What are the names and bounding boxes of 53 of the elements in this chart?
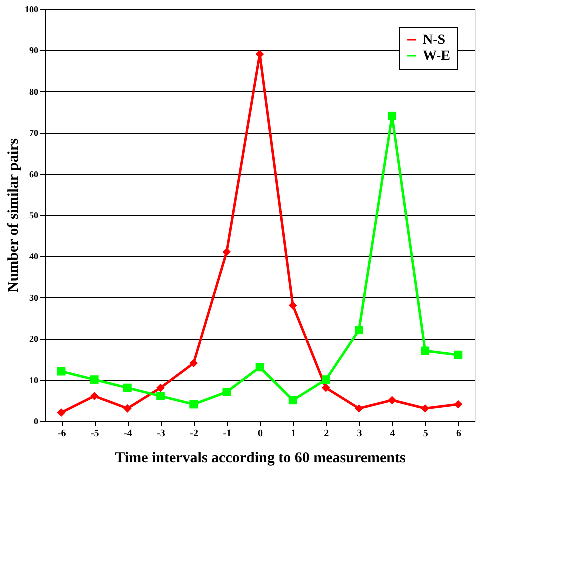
point [388,396,396,405]
y-tick-label: 10 [30,375,39,386]
point [90,392,99,400]
point [256,363,264,372]
y-tick-label: 30 [30,292,39,303]
point [156,392,165,400]
point [454,350,463,360]
x-tick-label: 3 [357,428,362,440]
x-tick-label: -3 [157,428,166,440]
point [421,404,430,413]
point [288,396,298,405]
x-tick-label: -2 [190,428,199,440]
point [124,404,132,413]
point [322,376,330,384]
point [57,408,66,417]
point [355,326,364,335]
x-tick-label: 0 [258,428,263,440]
point [190,400,198,409]
point [388,112,396,120]
y-tick-label: 90 [30,46,39,56]
x-tick-label: 2 [324,428,330,440]
point [288,301,298,310]
x-tick-label: -6 [58,428,66,440]
y-tick-label: 0 [34,416,39,426]
y-tick-label: 50 [30,210,39,220]
point [421,346,430,356]
x-tick-label: 6 [456,428,462,440]
point [90,376,99,384]
legend-label: W-E [423,49,450,64]
point [57,367,66,376]
point [222,248,232,256]
y-tick-label: 70 [30,128,39,138]
point [454,400,463,409]
y-axis-title: Number of similar pairs [6,138,22,293]
x-axis-title: Time intervals according to 60 measurements [115,450,406,466]
x-tick-label: 4 [390,428,396,440]
y-tick-label: 80 [30,86,39,97]
point [355,404,364,413]
legend-label: N-S [423,33,446,48]
y-tick-label: 100 [25,4,39,14]
point [222,388,232,396]
x-tick-label: -5 [90,428,100,440]
y-tick-label: 20 [30,334,39,344]
point [322,384,330,392]
point [156,384,165,392]
point [190,359,198,368]
x-tick-label: 1 [291,428,296,440]
y-tick-label: 40 [30,252,39,262]
y-tick-label: 60 [30,169,39,180]
x-tick-label: 5 [423,428,428,440]
point [124,384,132,392]
x-tick-label: -4 [124,428,132,440]
x-tick-label: -1 [223,428,232,440]
